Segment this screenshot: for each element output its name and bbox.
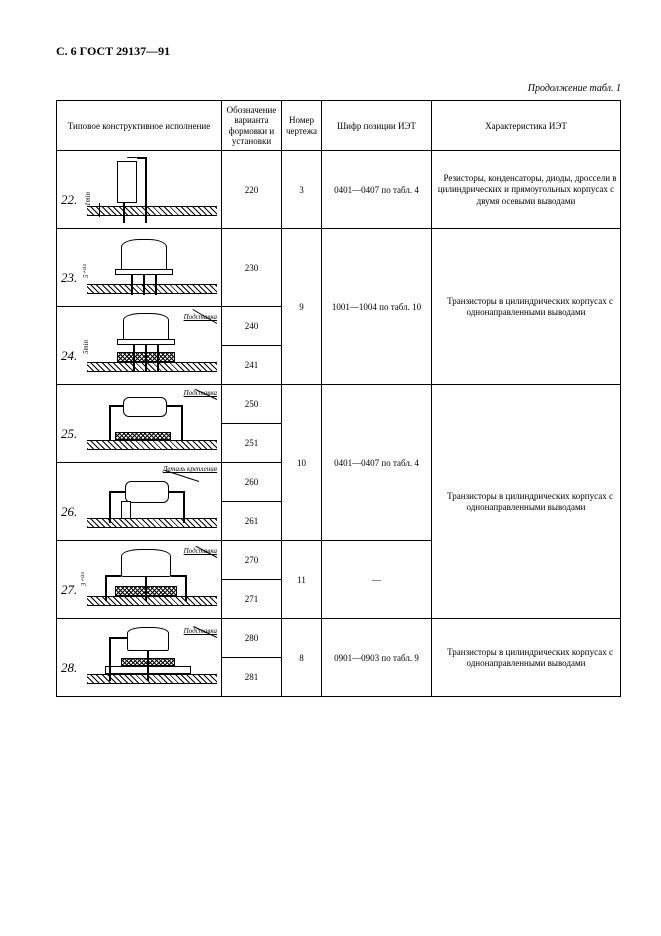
th-sketch: Типовое конструктивное исполнение — [57, 101, 222, 151]
variant: 270 — [222, 541, 282, 580]
row-number: 22. — [61, 192, 77, 208]
row-number: 27. — [61, 582, 77, 598]
continuation-label: Продолжение табл. 1 — [56, 83, 621, 94]
th-char: Характеристика ИЭТ — [432, 101, 621, 151]
drawing-num: 11 — [282, 541, 322, 619]
pos-code: 0401—0407 по табл. 4 — [322, 151, 432, 229]
variant: 220 — [222, 151, 282, 229]
table-header-row: Типовое конструктивное исполнение Обозна… — [57, 101, 621, 151]
drawing-num: 8 — [282, 619, 322, 697]
variant: 251 — [222, 424, 282, 463]
variant: 241 — [222, 346, 282, 385]
variant: 280 — [222, 619, 282, 658]
pos-code: 0401—0407 по табл. 4 — [322, 385, 432, 541]
page-header: С. 6 ГОСТ 29137—91 — [56, 44, 621, 59]
sketch-cell-26: 26. Деталь крепления — [57, 463, 222, 541]
drawing-num: 10 — [282, 385, 322, 541]
char: Резисторы, конденсаторы, диоды, дроссели… — [432, 151, 621, 229]
variant: 261 — [222, 502, 282, 541]
pos-code: 1001—1004 по табл. 10 — [322, 229, 432, 385]
table-row: 28. Подставка 280 8 0901—0903 — [57, 619, 621, 658]
row-number: 26. — [61, 504, 77, 520]
char: Транзисторы в цилиндрических корпусах с … — [432, 619, 621, 697]
row-number: 24. — [61, 348, 77, 364]
pos-code: 0901—0903 по табл. 9 — [322, 619, 432, 697]
table-row: 25. Подставка 250 10 0401—040 — [57, 385, 621, 424]
th-code: Шифр позиции ИЭТ — [322, 101, 432, 151]
variant: 250 — [222, 385, 282, 424]
sketch-cell-22: 22. 1min — [57, 151, 222, 229]
page: С. 6 ГОСТ 29137—91 Продолжение табл. 1 Т… — [0, 0, 661, 936]
table-row: 23. 5⁺⁰·⁵ 230 9 1001—1004 по табл. 10 Тр… — [57, 229, 621, 307]
sketch-cell-27: 27. Подставка 3⁺⁰·⁵ — [57, 541, 222, 619]
sketch-cell-23: 23. 5⁺⁰·⁵ — [57, 229, 222, 307]
variant: 260 — [222, 463, 282, 502]
sketch-cell-24: 24. Подставка 5min — [57, 307, 222, 385]
row-number: 25. — [61, 426, 77, 442]
variant: 240 — [222, 307, 282, 346]
row-number: 28. — [61, 660, 77, 676]
drawing-num: 3 — [282, 151, 322, 229]
th-variant: Обозначение варианта формовки и установк… — [222, 101, 282, 151]
variant: 271 — [222, 580, 282, 619]
row-number: 23. — [61, 270, 77, 286]
th-drawing: Номер чертежа — [282, 101, 322, 151]
main-table: Типовое конструктивное исполнение Обозна… — [56, 100, 621, 697]
sketch-cell-25: 25. Подставка — [57, 385, 222, 463]
char: Транзисторы в цилиндрических корпусах с … — [432, 385, 621, 619]
variant: 281 — [222, 658, 282, 697]
table-row: 22. 1min 220 3 0401—0407 по табл. 4 — [57, 151, 621, 229]
variant: 230 — [222, 229, 282, 307]
char: Транзисторы в цилиндрических корпусах с … — [432, 229, 621, 385]
sketch-cell-28: 28. Подставка — [57, 619, 222, 697]
pos-code: — — [322, 541, 432, 619]
drawing-num: 9 — [282, 229, 322, 385]
